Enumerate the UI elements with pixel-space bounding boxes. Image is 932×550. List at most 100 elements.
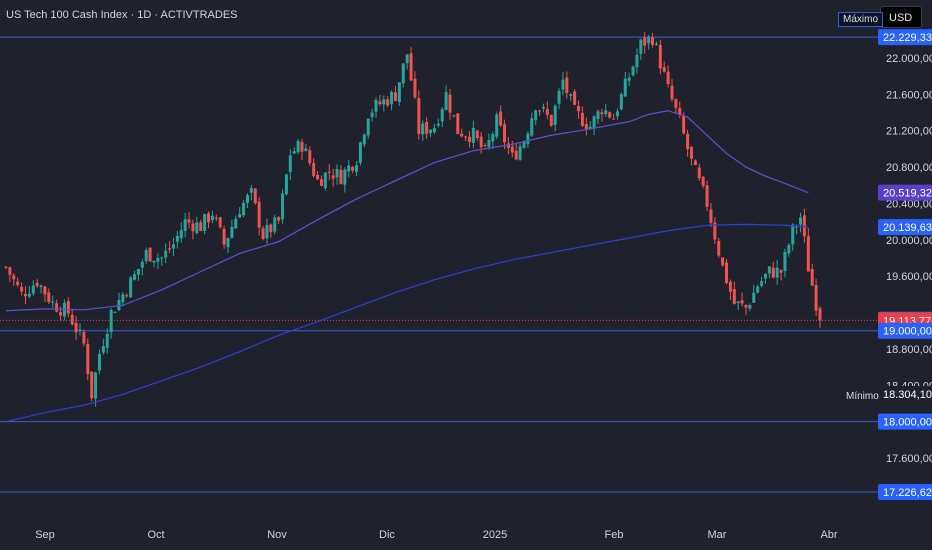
candle-body: [666, 71, 670, 84]
candle-body: [273, 217, 277, 232]
candle-body: [760, 281, 764, 286]
candle-body: [168, 248, 172, 250]
candle-body: [55, 303, 59, 312]
candle-body: [12, 275, 16, 280]
candle-body: [444, 92, 448, 110]
candle-body: [779, 270, 783, 273]
candle-body: [27, 293, 31, 297]
candle-body: [506, 143, 510, 148]
candle-body: [499, 111, 503, 126]
candle-body: [47, 292, 51, 303]
price-tick-label: 17.600,00: [886, 453, 932, 465]
candle-body: [588, 126, 592, 129]
candle-body: [701, 176, 705, 186]
candle-body: [86, 344, 90, 375]
candle-body: [8, 267, 12, 275]
min-label: Mínimo: [842, 390, 883, 403]
candle-body: [756, 286, 760, 293]
price-tick-label: 19.600,00: [886, 271, 932, 283]
price-tag-label: 18.304,10: [883, 389, 932, 401]
candle-body: [549, 115, 553, 126]
price-tag: [878, 483, 932, 500]
moving-average-short: [5, 110, 809, 312]
candle-body: [604, 110, 608, 115]
candle-body: [600, 112, 604, 115]
candle-body: [31, 285, 35, 294]
candle-body: [249, 188, 253, 193]
candle-body: [109, 309, 113, 332]
date-tick-label: Dic: [379, 529, 395, 541]
candle-body: [518, 146, 522, 160]
candle-body: [319, 179, 323, 186]
candle-body: [553, 105, 557, 125]
currency-selector[interactable]: USD: [880, 6, 922, 28]
candle-body: [136, 268, 140, 275]
candle-body: [210, 215, 214, 221]
candle-body: [308, 150, 312, 164]
candle-body: [658, 44, 662, 69]
date-tick-label: Mar: [708, 529, 727, 541]
candle-body: [748, 304, 752, 309]
candle-body: [140, 261, 144, 268]
max-label: Máximo: [838, 12, 884, 27]
candle-body: [592, 116, 596, 129]
candle-body: [129, 277, 133, 298]
candle-body: [362, 134, 366, 145]
candle-body: [526, 133, 530, 144]
candle-body: [744, 305, 748, 308]
candle-body: [577, 105, 581, 112]
candle-body: [316, 174, 320, 180]
candle-body: [187, 219, 191, 223]
candle-body: [647, 36, 651, 44]
candle-body: [218, 217, 222, 228]
price-tick-label: 20.000,00: [886, 235, 932, 247]
candle-body: [281, 193, 285, 220]
candle-body: [203, 214, 207, 232]
candle-body: [678, 108, 682, 115]
candle-body: [787, 245, 791, 254]
candle-body: [97, 354, 101, 371]
candle-body: [565, 77, 569, 94]
candle-body: [312, 163, 316, 176]
candle-body: [767, 266, 771, 274]
candle-body: [253, 188, 257, 204]
candle-body: [580, 112, 584, 126]
candle-body: [374, 100, 378, 112]
candle-body: [654, 43, 658, 45]
date-tick-label: Abr: [820, 529, 837, 541]
moving-average-long: [5, 223, 809, 423]
candle-body: [686, 133, 690, 150]
candle-body: [370, 112, 374, 118]
candle-body: [74, 322, 78, 333]
price-tag-label: 17.226,62: [883, 487, 932, 499]
candle-body: [541, 106, 545, 109]
candle-body: [569, 94, 573, 96]
candle-body: [752, 292, 756, 303]
candle-body: [584, 124, 588, 130]
candle-body: [740, 300, 744, 304]
price-tag: [878, 413, 932, 430]
price-tag: [878, 29, 932, 46]
candle-body: [635, 54, 639, 68]
candle-body: [806, 236, 810, 272]
candle-body: [623, 78, 627, 97]
candle-body: [514, 150, 518, 160]
candle-body: [405, 54, 409, 64]
candle-body: [339, 170, 343, 185]
price-tag: [878, 385, 932, 402]
candle-body: [799, 217, 803, 225]
candle-body: [59, 312, 63, 316]
candle-body: [775, 267, 779, 278]
candle-body: [214, 217, 218, 219]
candle-body: [90, 371, 94, 399]
candle-body: [483, 145, 487, 147]
price-tick-label: 22.000,00: [886, 53, 932, 65]
candle-body: [495, 114, 499, 137]
candle-body: [538, 110, 542, 112]
candle-body: [429, 129, 433, 134]
candle-body: [199, 222, 203, 232]
candle-body: [125, 295, 129, 297]
candle-body: [440, 109, 444, 122]
candle-body: [164, 250, 168, 258]
